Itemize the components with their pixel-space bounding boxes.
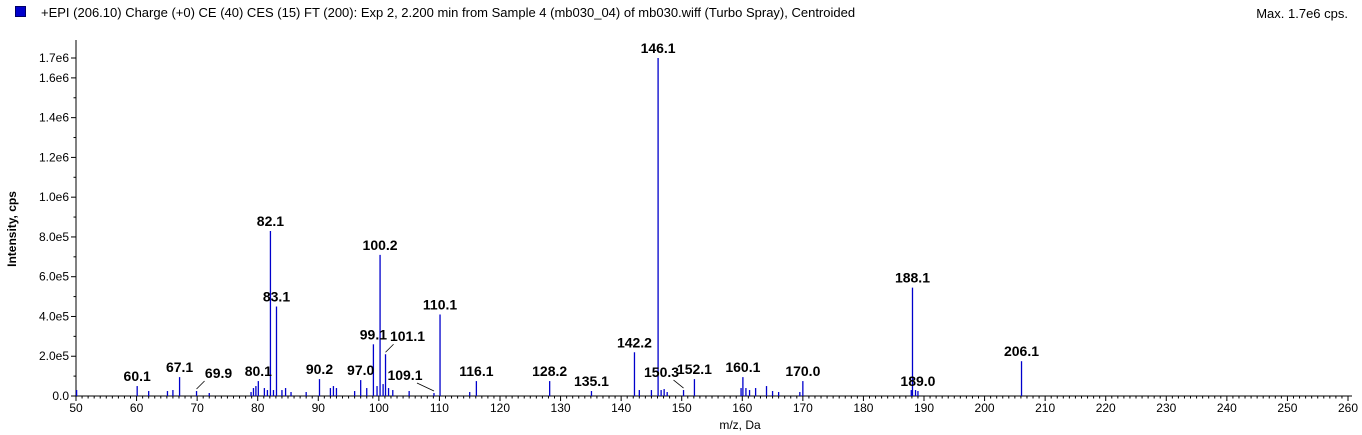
peak-label: 128.2 [532, 363, 567, 379]
x-tick-label: 100 [369, 401, 389, 415]
x-tick-label: 110 [430, 401, 449, 415]
peak-label: 82.1 [257, 213, 284, 229]
peak-label: 97.0 [347, 362, 374, 378]
x-tick-label: 210 [1035, 401, 1055, 415]
y-tick-label: 1.0e6 [39, 190, 69, 204]
x-tick-label: 60 [130, 401, 144, 415]
peak-label: 142.2 [617, 334, 652, 350]
peak-label: 67.1 [166, 359, 193, 375]
y-tick-label: 4.0e5 [39, 309, 69, 323]
x-tick-label: 80 [251, 401, 265, 415]
y-tick-label: 1.7e6 [39, 51, 69, 65]
peak-label: 116.1 [459, 363, 493, 379]
y-axis-label: Intensity, cps [5, 191, 19, 267]
peak-label-leader [385, 343, 394, 353]
peak-label: 146.1 [641, 40, 676, 56]
y-tick-label: 2.0e5 [39, 349, 69, 363]
max-intensity-label: Max. 1.7e6 cps. [1256, 6, 1348, 21]
x-tick-label: 220 [1096, 401, 1116, 415]
x-tick-label: 240 [1217, 401, 1237, 415]
x-tick-label: 150 [672, 401, 692, 415]
series-legend-swatch [15, 6, 26, 17]
peak-label: 99.1 [360, 326, 387, 342]
peak-label: 100.2 [363, 237, 398, 253]
x-tick-label: 250 [1277, 401, 1297, 415]
x-tick-label: 90 [312, 401, 326, 415]
peak-label: 150.3 [644, 364, 679, 380]
x-tick-label: 230 [1156, 401, 1176, 415]
peak-label: 80.1 [245, 363, 272, 379]
x-tick-label: 160 [732, 401, 752, 415]
chart-header: +EPI (206.10) Charge (+0) CE (40) CES (1… [0, 0, 1362, 26]
x-tick-label: 70 [190, 401, 204, 415]
peak-label: 152.1 [677, 361, 712, 377]
x-tick-label: 120 [490, 401, 510, 415]
y-tick-label: 6.0e5 [39, 270, 69, 284]
x-tick-label: 200 [975, 401, 995, 415]
peak-label: 135.1 [574, 373, 609, 389]
x-tick-label: 190 [914, 401, 934, 415]
peak-label: 109.1 [387, 367, 422, 383]
peak-label: 170.0 [785, 363, 820, 379]
x-tick-label: 180 [853, 401, 873, 415]
x-tick-label: 140 [611, 401, 631, 415]
chart-title: +EPI (206.10) Charge (+0) CE (40) CES (1… [41, 5, 856, 20]
peak-label: 110.1 [423, 296, 457, 312]
peak-label: 160.1 [725, 359, 760, 375]
y-tick-label: 0.0 [52, 389, 69, 403]
y-tick-label: 1.6e6 [39, 71, 69, 85]
x-tick-label: 260 [1338, 401, 1358, 415]
y-tick-label: 1.2e6 [39, 150, 69, 164]
x-tick-label: 50 [69, 401, 83, 415]
y-tick-label: 1.4e6 [39, 111, 69, 125]
peak-label: 189.0 [900, 373, 935, 389]
peak-label: 90.2 [306, 361, 333, 377]
peak-label-leader [416, 382, 435, 392]
peak-label-leader [673, 379, 684, 389]
peak-label: 83.1 [263, 289, 290, 305]
x-axis-label: m/z, Da [719, 418, 761, 432]
peak-label: 188.1 [895, 270, 930, 286]
peak-label: 69.9 [205, 365, 232, 381]
peak-label: 60.1 [124, 368, 151, 384]
x-tick-label: 130 [551, 401, 571, 415]
x-tick-label: 170 [793, 401, 813, 415]
peak-label: 206.1 [1004, 343, 1039, 359]
peak-label: 101.1 [390, 328, 425, 344]
y-tick-label: 8.0e5 [39, 230, 69, 244]
peak-label-leader [196, 380, 205, 390]
